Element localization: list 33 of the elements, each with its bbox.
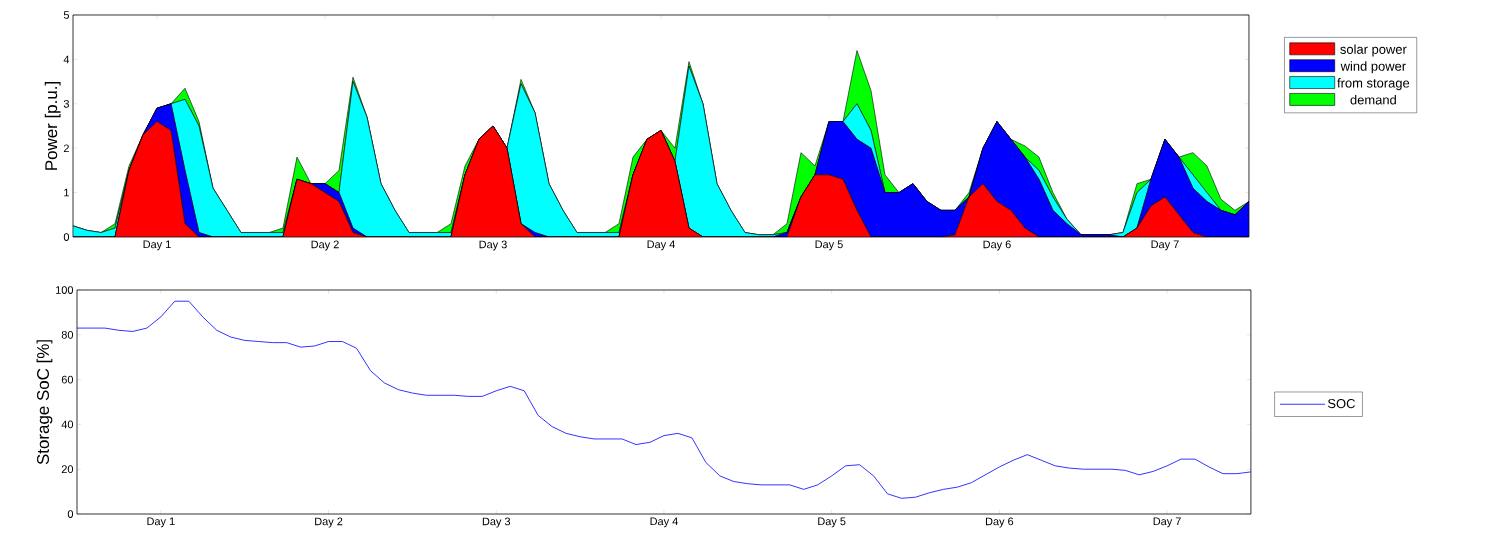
x-tick-label: Day 4 [650, 517, 678, 528]
y-tick-label: 60 [61, 375, 74, 384]
x-tick-label: Day 6 [985, 517, 1014, 528]
y-tick-label: 3 [63, 99, 69, 108]
legend-label: solar power [1340, 44, 1407, 57]
x-tick-label: Day 5 [815, 240, 843, 251]
x-tick-label: Day 1 [143, 240, 171, 251]
y-tick-label: 0 [67, 510, 74, 518]
y-tick-label: 100 [56, 286, 74, 294]
x-tick-label: Day 6 [983, 240, 1011, 251]
y-tick-label: 2 [63, 144, 69, 153]
x-tick-label: Day 1 [147, 517, 175, 528]
y-axis-title: Power [p.u.] [44, 82, 61, 170]
y-tick-label: 80 [61, 330, 74, 339]
x-tick-label: Day 2 [311, 240, 339, 251]
x-tick-label: Day 4 [647, 240, 675, 251]
y-axis-title: Storage SoC [%] [36, 340, 53, 465]
y-tick-label: 4 [63, 55, 70, 64]
x-tick-label: Day 2 [315, 517, 343, 528]
y-tick-label: 0 [63, 233, 70, 241]
y-tick-label: 20 [61, 465, 74, 474]
y-tick-label: 1 [64, 188, 69, 197]
x-tick-label: Day 7 [1151, 240, 1179, 251]
y-tick-label: 5 [63, 11, 70, 19]
y-tick-label: 40 [61, 420, 74, 429]
legend-label: SOC [1327, 398, 1355, 409]
x-tick-label: Day 3 [482, 517, 511, 528]
legend-label: wind power [1340, 61, 1406, 74]
legend-label: demand [1350, 94, 1396, 105]
legend-label: from storage [1337, 78, 1410, 91]
x-tick-label: Day 5 [818, 517, 846, 528]
x-tick-label: Day 3 [479, 240, 507, 251]
x-tick-label: Day 7 [1153, 517, 1181, 528]
